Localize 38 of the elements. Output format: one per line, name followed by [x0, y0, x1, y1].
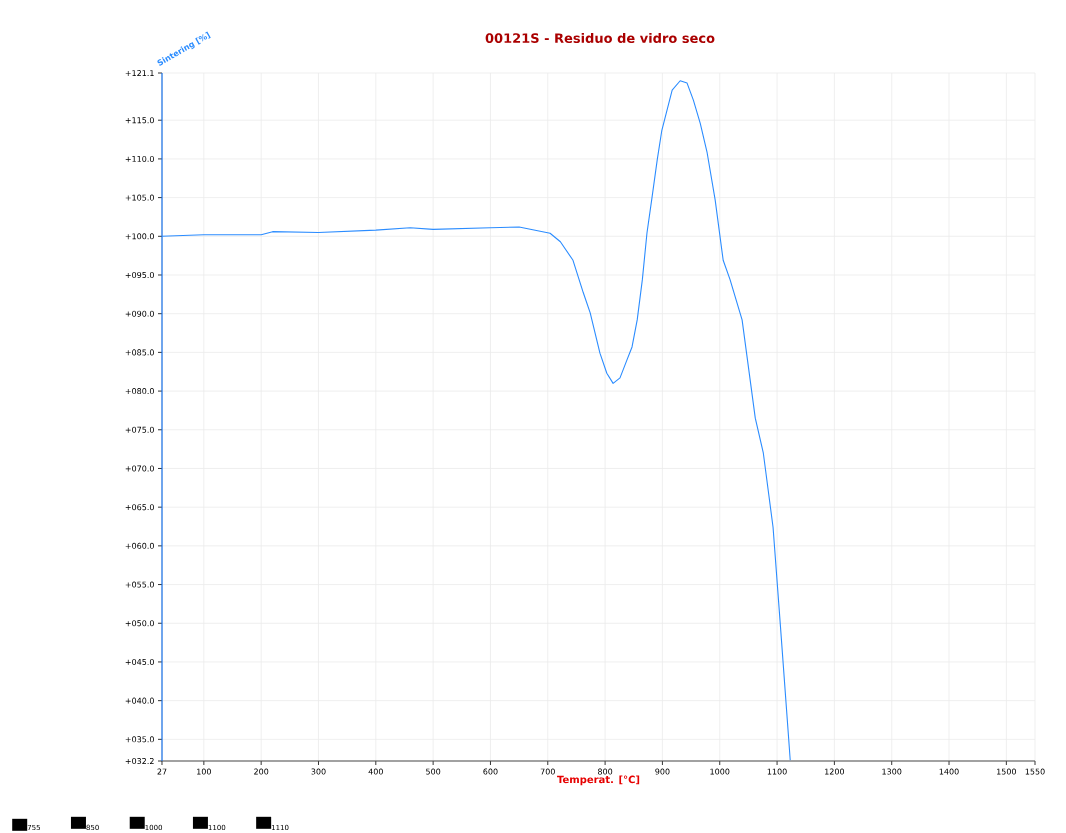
x-tick-label: 27	[157, 768, 167, 775]
y-tick-label: +085.0	[125, 349, 154, 356]
y-tick-label: +105.0	[125, 194, 154, 201]
y-tick-label: +080.0	[125, 388, 154, 395]
x-tick-label: 600	[483, 768, 498, 775]
x-tick-label: 500	[426, 768, 441, 775]
y-tick-label: +032.2	[125, 757, 154, 765]
y-tick-label: +060.0	[125, 542, 154, 549]
x-tick-label: 800	[598, 768, 613, 775]
y-tick-label: +095.0	[125, 271, 154, 279]
y-tick-label: +055.0	[125, 581, 154, 588]
y-tick-label: +050.0	[125, 620, 154, 627]
x-tick-label: 1550	[1025, 768, 1045, 775]
y-tick-label: +100.0	[125, 233, 154, 240]
x-tick-label: 1300	[882, 768, 902, 775]
x-tick-label: 400	[368, 768, 383, 775]
y-tick-label: +035.0	[125, 736, 154, 743]
y-tick-label: +075.0	[125, 426, 154, 433]
x-tick-label: 1000	[710, 768, 730, 775]
x-tick-label: 700	[540, 768, 555, 775]
x-tick-label: 1100	[767, 768, 787, 775]
x-tick-label: 900	[655, 768, 670, 775]
x-tick-label: 100	[197, 768, 211, 775]
x-tick-label: 1200	[825, 768, 845, 775]
y-tick-label: +110.0	[125, 155, 154, 162]
x-tick-label: 200	[254, 768, 269, 775]
x-tick-label: 300	[311, 768, 326, 775]
y-tick-label: +115.0	[125, 117, 154, 124]
y-tick-label: +070.0	[125, 465, 154, 472]
y-tick-label: +090.0	[125, 310, 154, 317]
x-tick-label: 1500	[997, 768, 1016, 775]
x-tick-label: 1400	[939, 768, 959, 775]
y-tick-label: +065.0	[125, 504, 154, 511]
y-tick-label: +121.1	[125, 70, 154, 76]
y-tick-label: +045.0	[125, 658, 154, 665]
y-tick-label: +040.0	[125, 697, 154, 704]
chart-title: 00121S - Residuo de vidro seco	[485, 32, 715, 44]
x-axis-title: Temperat. [°C]	[557, 775, 640, 786]
